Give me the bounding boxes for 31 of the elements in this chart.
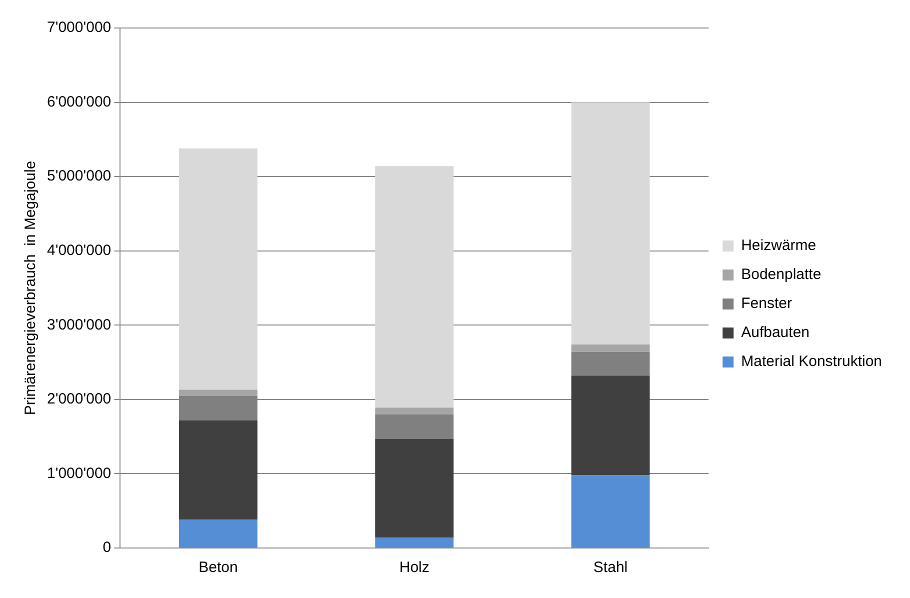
legend-label: Heizwärme [741,237,816,254]
x-tick-label: Stahl [593,559,628,576]
bar [375,538,454,548]
x-tick-label: Holz [399,559,430,576]
y-tick-label: 2'000'000 [47,390,112,408]
legend-label: Fenster [741,295,792,312]
bar [178,148,258,390]
y-tick-label: 3'000'000 [47,316,112,334]
y-tick-label: 6'000'000 [47,93,112,110]
y-tick-label: 1'000'000 [47,464,112,482]
bar [571,475,650,548]
legend-label: Bodenplatte [741,266,822,284]
bar [571,376,650,476]
y-tick-label: 5'000'000 [47,168,112,185]
bar [178,390,258,396]
bar [375,414,454,439]
x-tick-label: Beton [198,559,238,576]
y-tick-label: 7'000'000 [47,19,112,36]
bar [178,520,258,548]
y-axis-title: Primärenergieverbrauch in Megajoule [22,160,40,416]
legend-label: Aufbauten [741,324,810,342]
bar [178,420,258,520]
bar [375,408,454,414]
bar [571,344,650,352]
bar [571,352,650,376]
bar [571,102,650,344]
bar [375,438,454,538]
y-tick-label: 4'000'000 [47,242,112,259]
bar [375,166,454,408]
legend-label: Material Konstruktion [741,353,882,370]
y-tick-label: 0 [102,539,112,556]
